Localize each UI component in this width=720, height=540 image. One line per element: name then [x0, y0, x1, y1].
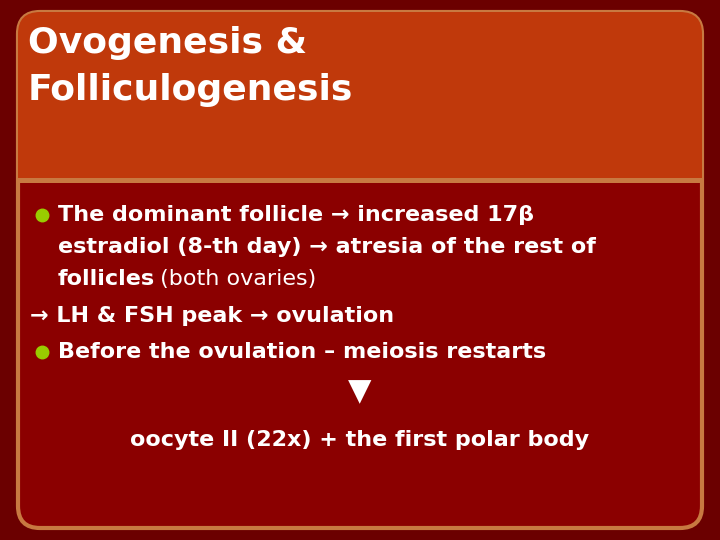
- Text: Before the ovulation – meiosis restarts: Before the ovulation – meiosis restarts: [58, 342, 546, 362]
- Text: (both ovaries): (both ovaries): [153, 269, 316, 289]
- Bar: [18, 150, 702, 180]
- Text: estradiol (8-th day) → atresia of the rest of: estradiol (8-th day) → atresia of the re…: [58, 237, 596, 257]
- Text: → LH & FSH peak → ovulation: → LH & FSH peak → ovulation: [30, 306, 394, 326]
- Text: oocyte II (22x) + the first polar body: oocyte II (22x) + the first polar body: [130, 430, 590, 450]
- FancyBboxPatch shape: [18, 12, 702, 528]
- Text: follicles: follicles: [58, 269, 155, 289]
- Text: Ovogenesis &: Ovogenesis &: [28, 26, 307, 60]
- Text: Folliculogenesis: Folliculogenesis: [28, 73, 354, 107]
- FancyBboxPatch shape: [18, 12, 702, 180]
- Text: ▼: ▼: [348, 377, 372, 407]
- Bar: [18, 178, 702, 183]
- Text: The dominant follicle → increased 17β: The dominant follicle → increased 17β: [58, 205, 534, 225]
